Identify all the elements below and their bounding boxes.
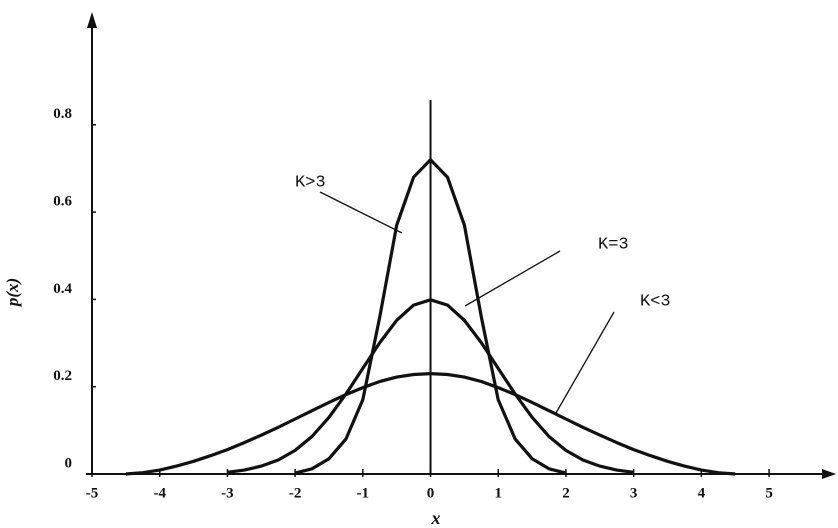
- x-tick-label: 0: [427, 485, 435, 501]
- x-tick-label: -4: [153, 485, 166, 501]
- x-tick-label: -3: [221, 485, 234, 501]
- y-tick-label: 0.2: [53, 368, 72, 384]
- x-tick-label: -1: [357, 485, 370, 501]
- curve-label: K>3: [295, 173, 326, 192]
- curve-label: K<3: [640, 292, 671, 311]
- x-tick-label: 1: [494, 485, 502, 501]
- y-axis-label: p(x): [3, 278, 22, 308]
- curve: [294, 158, 567, 475]
- x-tick-label: 2: [562, 485, 570, 501]
- leader-line: [464, 250, 561, 307]
- y-axis-arrow: [87, 12, 97, 28]
- x-tick-label: 5: [765, 485, 773, 501]
- x-axis-label: x: [431, 508, 441, 528]
- curve: [227, 298, 634, 474]
- y-tick-label: 0.6: [53, 194, 72, 210]
- y-tick-label: 0.4: [53, 281, 72, 297]
- x-tick-label: 3: [630, 485, 638, 501]
- x-axis-arrow: [822, 469, 836, 479]
- curve-label: K=3: [598, 235, 629, 254]
- leader-line: [555, 311, 615, 414]
- x-tick-label: 4: [698, 485, 706, 501]
- y-tick-label: 0.8: [53, 106, 72, 122]
- x-tick-label: -5: [86, 485, 99, 501]
- leader-line: [319, 191, 403, 234]
- x-tick-label: -2: [289, 485, 302, 501]
- curve: [125, 372, 736, 476]
- y-tick-label: 0: [65, 455, 73, 471]
